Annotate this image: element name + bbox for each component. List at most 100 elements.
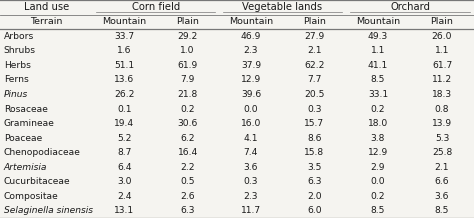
Text: Arbors: Arbors <box>4 32 34 41</box>
Text: Mountain: Mountain <box>356 17 400 26</box>
Text: 6.0: 6.0 <box>307 206 322 215</box>
Text: Artemisia: Artemisia <box>4 163 47 172</box>
Text: 62.2: 62.2 <box>304 61 325 70</box>
Text: Plain: Plain <box>303 17 326 26</box>
Text: 3.6: 3.6 <box>244 163 258 172</box>
Text: 61.9: 61.9 <box>178 61 198 70</box>
Text: 5.2: 5.2 <box>117 134 132 143</box>
Text: 0.3: 0.3 <box>244 177 258 186</box>
Text: 8.5: 8.5 <box>371 75 385 84</box>
Text: Orchard: Orchard <box>390 2 430 12</box>
Text: 6.3: 6.3 <box>307 177 322 186</box>
Text: Pinus: Pinus <box>4 90 28 99</box>
Text: 13.1: 13.1 <box>114 206 135 215</box>
Text: 2.3: 2.3 <box>244 46 258 55</box>
Text: 61.7: 61.7 <box>432 61 452 70</box>
Text: 49.3: 49.3 <box>368 32 388 41</box>
Text: 27.9: 27.9 <box>304 32 325 41</box>
Text: 15.8: 15.8 <box>304 148 325 157</box>
Text: 0.2: 0.2 <box>371 104 385 114</box>
Text: 18.0: 18.0 <box>368 119 388 128</box>
Text: 6.6: 6.6 <box>435 177 449 186</box>
Text: 46.9: 46.9 <box>241 32 261 41</box>
Text: 0.1: 0.1 <box>117 104 132 114</box>
Text: 1.1: 1.1 <box>371 46 385 55</box>
Text: 11.2: 11.2 <box>432 75 452 84</box>
Text: 1.6: 1.6 <box>117 46 132 55</box>
Text: Mountain: Mountain <box>229 17 273 26</box>
Text: 12.9: 12.9 <box>241 75 261 84</box>
Text: 2.0: 2.0 <box>307 192 322 201</box>
Text: Mountain: Mountain <box>102 17 146 26</box>
Text: 2.9: 2.9 <box>371 163 385 172</box>
Text: 4.1: 4.1 <box>244 134 258 143</box>
Text: 18.3: 18.3 <box>432 90 452 99</box>
Text: 7.4: 7.4 <box>244 148 258 157</box>
Text: 1.1: 1.1 <box>435 46 449 55</box>
Text: Chenopodiaceae: Chenopodiaceae <box>4 148 81 157</box>
Text: Plain: Plain <box>430 17 454 26</box>
Text: 0.5: 0.5 <box>181 177 195 186</box>
Text: 3.6: 3.6 <box>435 192 449 201</box>
Text: 19.4: 19.4 <box>114 119 135 128</box>
Text: 2.2: 2.2 <box>181 163 195 172</box>
Text: 11.7: 11.7 <box>241 206 261 215</box>
Text: 39.6: 39.6 <box>241 90 261 99</box>
Text: Compositae: Compositae <box>4 192 59 201</box>
Text: 6.4: 6.4 <box>117 163 132 172</box>
Text: Vegetable lands: Vegetable lands <box>242 2 323 12</box>
Text: 3.0: 3.0 <box>117 177 132 186</box>
Text: 7.7: 7.7 <box>307 75 322 84</box>
Text: Cucurbitaceae: Cucurbitaceae <box>4 177 71 186</box>
Text: 3.8: 3.8 <box>371 134 385 143</box>
Text: Shrubs: Shrubs <box>4 46 36 55</box>
Text: 2.3: 2.3 <box>244 192 258 201</box>
Text: Selaginella sinensis: Selaginella sinensis <box>4 206 93 215</box>
Text: 0.8: 0.8 <box>435 104 449 114</box>
Text: 20.5: 20.5 <box>304 90 325 99</box>
Text: 0.3: 0.3 <box>307 104 322 114</box>
Text: 0.2: 0.2 <box>371 192 385 201</box>
Text: 15.7: 15.7 <box>304 119 325 128</box>
Text: 0.0: 0.0 <box>371 177 385 186</box>
Text: 8.6: 8.6 <box>307 134 322 143</box>
Text: 29.2: 29.2 <box>178 32 198 41</box>
Text: 6.3: 6.3 <box>181 206 195 215</box>
Text: 2.1: 2.1 <box>435 163 449 172</box>
Text: 8.5: 8.5 <box>435 206 449 215</box>
Text: 2.4: 2.4 <box>117 192 132 201</box>
Text: 51.1: 51.1 <box>114 61 135 70</box>
Text: 3.5: 3.5 <box>307 163 322 172</box>
Text: 26.0: 26.0 <box>432 32 452 41</box>
Text: Land use: Land use <box>24 2 69 12</box>
Text: Ferns: Ferns <box>4 75 28 84</box>
Text: 25.8: 25.8 <box>432 148 452 157</box>
Text: 41.1: 41.1 <box>368 61 388 70</box>
Text: Rosaceae: Rosaceae <box>4 104 48 114</box>
Text: 8.7: 8.7 <box>117 148 132 157</box>
Text: 16.0: 16.0 <box>241 119 261 128</box>
Text: Gramineae: Gramineae <box>4 119 55 128</box>
Text: 8.5: 8.5 <box>371 206 385 215</box>
Text: 13.9: 13.9 <box>432 119 452 128</box>
Text: Terrain: Terrain <box>30 17 63 26</box>
Text: 26.2: 26.2 <box>114 90 135 99</box>
Text: 1.0: 1.0 <box>181 46 195 55</box>
Text: 12.9: 12.9 <box>368 148 388 157</box>
Text: Poaceae: Poaceae <box>4 134 42 143</box>
Text: 0.2: 0.2 <box>181 104 195 114</box>
Text: 33.7: 33.7 <box>114 32 135 41</box>
Text: Plain: Plain <box>176 17 199 26</box>
Text: 33.1: 33.1 <box>368 90 388 99</box>
Text: 16.4: 16.4 <box>178 148 198 157</box>
Text: 21.8: 21.8 <box>178 90 198 99</box>
Text: Corn field: Corn field <box>132 2 180 12</box>
Text: 30.6: 30.6 <box>178 119 198 128</box>
Text: 5.3: 5.3 <box>435 134 449 143</box>
Text: 37.9: 37.9 <box>241 61 261 70</box>
Text: Herbs: Herbs <box>4 61 31 70</box>
Text: 0.0: 0.0 <box>244 104 258 114</box>
Text: 7.9: 7.9 <box>181 75 195 84</box>
Text: 2.6: 2.6 <box>181 192 195 201</box>
Text: 6.2: 6.2 <box>181 134 195 143</box>
